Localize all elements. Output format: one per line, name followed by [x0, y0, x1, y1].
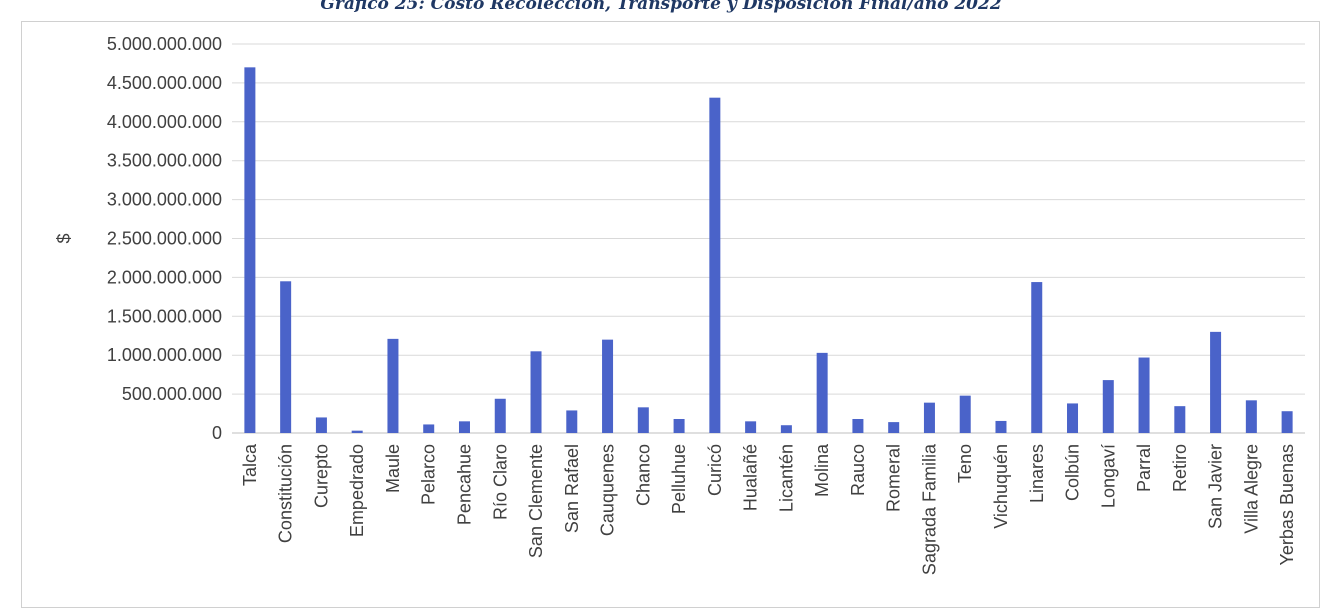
y-tick-label: 4.000.000.000: [107, 112, 222, 132]
x-tick-label: Curepto: [311, 444, 331, 508]
x-tick-label: Pelarco: [419, 444, 439, 505]
x-tick-label: Constitución: [276, 444, 296, 543]
bar: [1067, 403, 1079, 433]
bar: [1031, 282, 1043, 433]
bar: [923, 402, 935, 433]
bar: [1210, 331, 1222, 433]
bar: [315, 417, 327, 433]
bar: [387, 338, 399, 433]
x-tick-label: Licantén: [776, 444, 796, 512]
bar: [423, 424, 435, 433]
bar: [1174, 406, 1186, 433]
bar: [959, 395, 971, 433]
bar: [1138, 357, 1150, 433]
x-tick-label: Molina: [812, 443, 832, 497]
bar: [888, 422, 900, 433]
y-axis-label: $: [54, 233, 74, 243]
bars: [244, 67, 1293, 433]
x-tick-label: Pelluhue: [669, 444, 689, 514]
bar: [745, 421, 757, 433]
y-tick-label: 4.500.000.000: [107, 73, 222, 93]
bar: [1281, 411, 1293, 433]
bar: [780, 425, 792, 433]
gridlines: [232, 43, 1305, 434]
chart-title: Gráfico 25: Costo Recolección, Transport…: [320, 0, 1002, 14]
x-tick-label: Retiro: [1170, 444, 1190, 492]
x-axis-tick-labels: Talca Constitución Curepto Empedrado Maule Pe…: [240, 443, 1297, 575]
bar: [816, 352, 828, 433]
bar: [637, 407, 649, 433]
y-tick-label: 3.500.000.000: [107, 151, 222, 171]
x-tick-label: Romeral: [884, 444, 904, 512]
x-tick-label: Empedrado: [347, 444, 367, 537]
bar: [280, 281, 292, 433]
x-tick-label: Rauco: [848, 444, 868, 496]
bar: [458, 421, 470, 433]
y-axis-tick-labels: 0 500.000.000 1.000.000.000 1.500.000.000 2.…: [107, 34, 222, 443]
y-tick-label: 2.500.000.000: [107, 229, 222, 249]
x-tick-label: Longaví: [1098, 444, 1118, 508]
x-tick-label: Cauquenes: [598, 444, 618, 536]
bar: [709, 97, 721, 433]
x-tick-label: Hualañé: [741, 444, 761, 511]
x-tick-label: Villa Alegre: [1241, 444, 1261, 534]
x-tick-label: Vichuquén: [991, 444, 1011, 529]
bar: [852, 418, 864, 433]
y-tick-label: 1.000.000.000: [107, 345, 222, 365]
x-tick-label: San Rafael: [562, 444, 582, 533]
bar: [566, 410, 578, 433]
x-tick-label: Maule: [383, 444, 403, 493]
bar: [494, 398, 506, 433]
x-tick-label: Curicó: [705, 444, 725, 496]
y-tick-label: 500.000.000: [122, 384, 222, 404]
y-tick-label: 5.000.000.000: [107, 34, 222, 54]
bar: [530, 351, 542, 433]
x-tick-label: Pencahue: [454, 444, 474, 525]
x-tick-label: Colbún: [1063, 444, 1083, 501]
bar: [602, 339, 614, 433]
x-tick-label: Río Claro: [490, 444, 510, 520]
x-tick-label: Linares: [1027, 444, 1047, 503]
x-tick-label: Chanco: [633, 444, 653, 506]
bar: [673, 418, 685, 433]
chart-area: [21, 21, 1320, 608]
x-tick-label: Parral: [1134, 444, 1154, 492]
y-tick-label: 0: [212, 423, 222, 443]
x-tick-label: Teno: [955, 444, 975, 483]
bar: [351, 430, 363, 433]
x-tick-label: San Clemente: [526, 444, 546, 558]
x-tick-label: Sagrada Familia: [919, 443, 939, 575]
y-tick-label: 1.500.000.000: [107, 306, 222, 326]
y-tick-label: 2.000.000.000: [107, 267, 222, 287]
bar: [995, 420, 1007, 433]
x-tick-label: San Javier: [1206, 444, 1226, 529]
x-tick-label: Talca: [240, 443, 260, 486]
bar: [1102, 380, 1114, 433]
bar: [1245, 400, 1257, 433]
y-tick-label: 3.000.000.000: [107, 190, 222, 210]
bar: [244, 67, 256, 433]
x-tick-label: Yerbas Buenas: [1277, 444, 1297, 565]
